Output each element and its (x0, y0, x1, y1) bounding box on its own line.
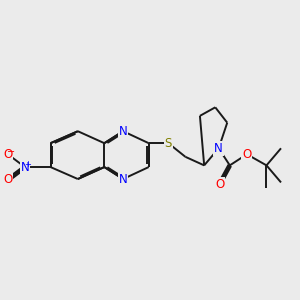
Text: N: N (119, 125, 128, 138)
Text: O: O (3, 148, 13, 161)
Text: N: N (214, 142, 223, 155)
Text: N: N (119, 172, 128, 185)
Text: S: S (165, 137, 172, 150)
Text: O: O (242, 148, 251, 161)
Text: O: O (215, 178, 224, 190)
Text: +: + (24, 160, 31, 169)
Text: N: N (20, 160, 29, 174)
Text: O: O (3, 173, 13, 186)
Text: −: − (7, 147, 15, 158)
